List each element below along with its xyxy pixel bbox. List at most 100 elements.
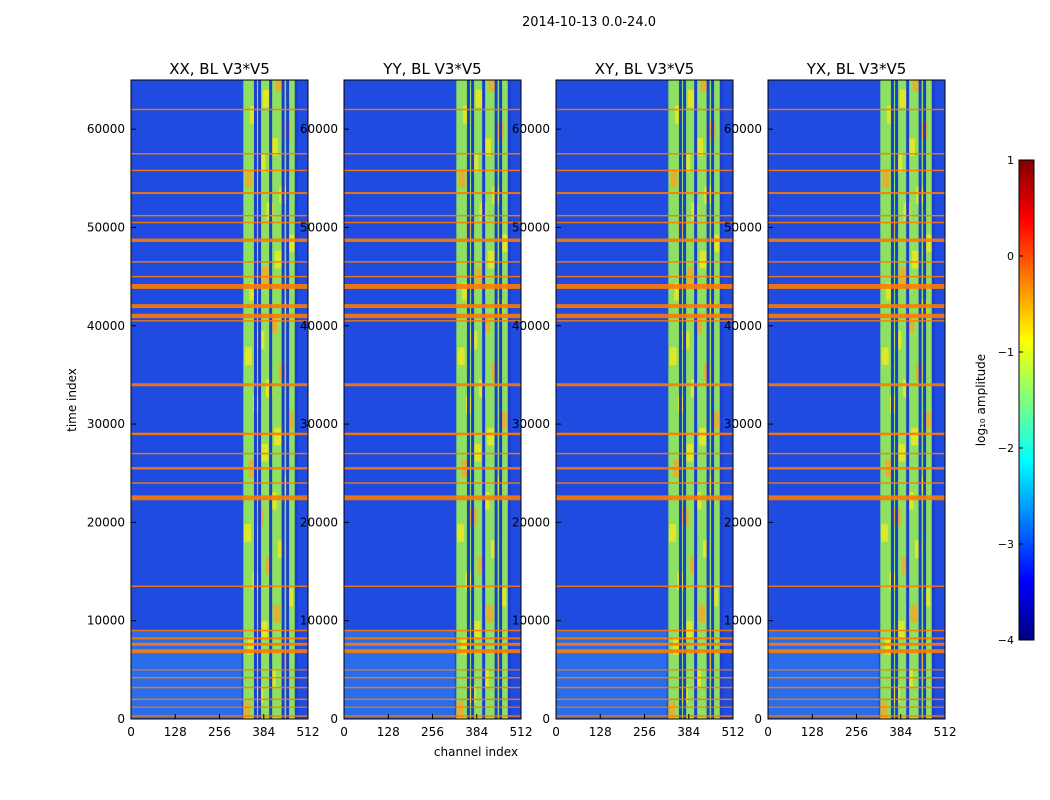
- flagged-time-line: [131, 642, 308, 646]
- flagged-time-line: [768, 629, 945, 632]
- y-tick-label: 60000: [724, 122, 762, 136]
- flagged-time-line: [556, 152, 733, 155]
- band-texture-patch: [683, 154, 691, 172]
- band-texture-patch: [466, 218, 474, 237]
- flagged-time-line: [768, 283, 945, 289]
- band-texture-patch: [695, 315, 703, 333]
- dark-channel-column: [281, 80, 285, 719]
- band-texture-patch: [244, 524, 251, 542]
- band-texture-patch: [495, 476, 503, 494]
- band-texture-patch: [897, 620, 905, 639]
- dark-channel-column: [918, 80, 922, 719]
- band-texture-patch: [700, 80, 708, 92]
- x-tick-label: 512: [510, 725, 533, 739]
- flagged-time-line: [768, 649, 945, 654]
- flagged-time-line: [344, 304, 521, 309]
- dark-channel-column: [906, 80, 910, 719]
- flagged-time-line: [131, 192, 308, 195]
- flagged-time-line: [768, 467, 945, 470]
- flagged-time-line: [344, 706, 521, 708]
- band-texture-patch: [270, 315, 278, 333]
- band-texture-patch: [707, 476, 715, 494]
- x-tick-label: 128: [589, 725, 612, 739]
- x-tick-label: 512: [934, 725, 957, 739]
- band-texture-patch: [462, 282, 470, 301]
- flagged-time-line: [768, 169, 945, 172]
- dark-channel-column: [706, 80, 710, 719]
- flagged-time-line: [344, 283, 521, 289]
- flagged-time-line: [344, 629, 521, 632]
- flagged-time-line: [131, 669, 308, 671]
- y-tick-label: 50000: [300, 220, 338, 234]
- flagged-time-line: [556, 482, 733, 484]
- band-texture-patch: [475, 89, 483, 108]
- flagged-time-line: [768, 275, 945, 278]
- dark-channel-column: [507, 80, 511, 719]
- band-texture-patch: [471, 154, 479, 172]
- x-tick-label: 0: [127, 725, 135, 739]
- band-texture-patch: [500, 234, 508, 253]
- band-texture-patch: [462, 105, 470, 124]
- flagged-time-line: [768, 320, 945, 322]
- band-texture-patch: [672, 636, 680, 655]
- band-texture-patch: [249, 105, 257, 124]
- x-tick-label: 384: [889, 725, 912, 739]
- band-texture-patch: [277, 540, 285, 559]
- flagged-time-line: [556, 320, 733, 322]
- band-texture-patch: [265, 556, 273, 575]
- flagged-time-line: [556, 192, 733, 195]
- colorbar-tick-label: −2: [998, 442, 1014, 455]
- band-texture-patch: [669, 347, 677, 365]
- dark-channel-column: [890, 80, 894, 719]
- flagged-time-line: [556, 169, 733, 172]
- y-tick-label: 40000: [724, 319, 762, 333]
- flagged-time-line: [556, 698, 733, 701]
- band-texture-patch: [474, 443, 482, 462]
- band-texture-patch: [245, 170, 253, 188]
- flagged-time-line: [131, 452, 308, 455]
- y-tick-label: 40000: [87, 319, 125, 333]
- flagged-time-line: [556, 452, 733, 455]
- band-texture-patch: [258, 154, 266, 172]
- colorbar-tick-label: 0: [1007, 250, 1014, 263]
- heatmap-panel: YY, BL V3*V5 0 128 256 384 512 0 10000 20000 3000…: [300, 60, 533, 739]
- flagged-time-line: [556, 108, 733, 111]
- flagged-time-line: [768, 637, 945, 640]
- flagged-time-line: [131, 676, 308, 679]
- x-tick-label: 384: [677, 725, 700, 739]
- band-texture-patch: [907, 315, 915, 333]
- band-texture-patch: [281, 653, 289, 671]
- band-texture-patch: [487, 250, 495, 269]
- band-texture-patch: [895, 154, 903, 172]
- flagged-time-line: [344, 686, 521, 689]
- flagged-time-line: [556, 706, 733, 708]
- flagged-time-line: [556, 649, 733, 654]
- flagged-time-line: [131, 214, 308, 217]
- x-tick-label: 128: [164, 725, 187, 739]
- y-tick-label: 0: [542, 712, 550, 726]
- x-tick-label: 256: [421, 725, 444, 739]
- y-tick-label: 50000: [87, 220, 125, 234]
- flagged-time-line: [768, 221, 945, 224]
- flagged-time-line: [344, 214, 521, 217]
- flagged-time-line: [131, 482, 308, 484]
- dark-channel-column: [253, 80, 257, 719]
- flagged-time-line: [556, 214, 733, 217]
- y-tick-label: 10000: [512, 614, 550, 628]
- band-texture-patch: [690, 556, 698, 575]
- dark-channel-column: [895, 80, 899, 719]
- colorbar-tick-label: −4: [998, 634, 1014, 647]
- band-texture-patch: [668, 701, 676, 719]
- band-texture-patch: [712, 234, 720, 253]
- flagged-time-line: [131, 275, 308, 278]
- band-texture-patch: [706, 653, 714, 671]
- flagged-time-line: [768, 642, 945, 646]
- flagged-time-line: [768, 698, 945, 701]
- band-texture-patch: [457, 524, 464, 542]
- flagged-time-line: [344, 432, 521, 436]
- band-texture-patch: [880, 701, 888, 719]
- flagged-time-line: [556, 467, 733, 470]
- flagged-time-line: [768, 304, 945, 309]
- band-texture-patch: [457, 347, 465, 365]
- band-texture-patch: [884, 636, 892, 655]
